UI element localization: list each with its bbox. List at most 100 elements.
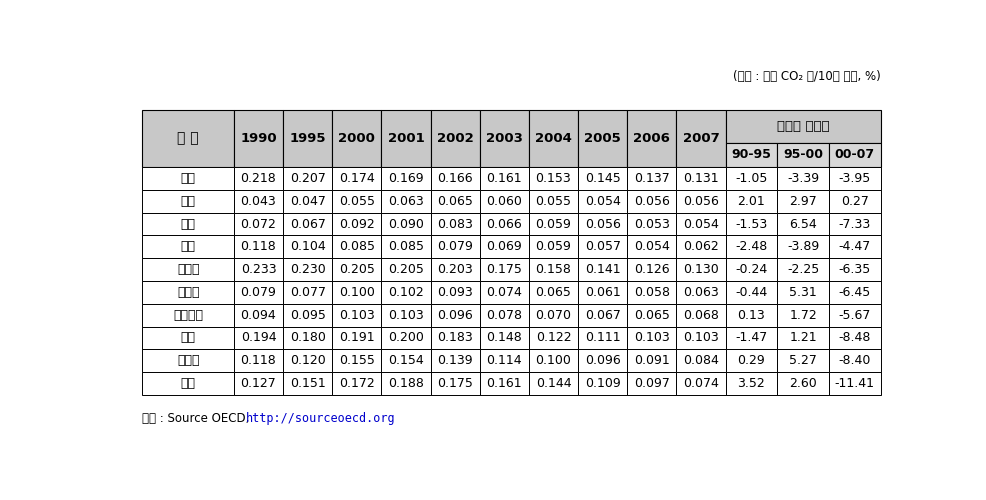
Bar [725, 143, 777, 167]
Text: 0.059: 0.059 [535, 240, 571, 254]
Text: 0.104: 0.104 [290, 240, 325, 254]
Bar [725, 372, 777, 395]
Text: 0.120: 0.120 [290, 354, 325, 368]
Bar [725, 304, 777, 326]
Text: 독일: 독일 [180, 218, 195, 230]
Bar [675, 236, 725, 258]
Text: 0.059: 0.059 [535, 218, 571, 230]
Bar [578, 212, 627, 236]
Bar [381, 326, 430, 349]
Bar [828, 143, 880, 167]
Text: 2003: 2003 [485, 132, 523, 145]
Bar [578, 304, 627, 326]
Text: 0.096: 0.096 [584, 354, 620, 368]
Bar [528, 167, 578, 190]
Text: 0.175: 0.175 [437, 377, 472, 390]
Bar [479, 212, 528, 236]
Bar [479, 167, 528, 190]
Bar [430, 326, 479, 349]
Text: 0.205: 0.205 [338, 263, 375, 276]
Text: 1.21: 1.21 [789, 332, 816, 344]
Text: 0.151: 0.151 [290, 377, 325, 390]
Text: 0.218: 0.218 [241, 172, 276, 185]
Text: 0.155: 0.155 [338, 354, 375, 368]
Bar [142, 304, 234, 326]
Text: -5.67: -5.67 [838, 308, 870, 322]
Bar [142, 110, 234, 167]
Bar [675, 212, 725, 236]
Text: 0.13: 0.13 [737, 308, 764, 322]
Bar [332, 167, 381, 190]
Bar [777, 326, 828, 349]
Text: 0.100: 0.100 [338, 286, 375, 299]
Bar [777, 143, 828, 167]
Bar [528, 350, 578, 372]
Text: 0.055: 0.055 [535, 194, 571, 207]
Bar [332, 281, 381, 304]
Bar [332, 236, 381, 258]
Text: 0.118: 0.118 [241, 354, 276, 368]
Text: 2001: 2001 [387, 132, 424, 145]
Bar [381, 281, 430, 304]
Bar [479, 372, 528, 395]
Text: 0.103: 0.103 [387, 308, 423, 322]
Text: 0.067: 0.067 [290, 218, 325, 230]
Text: 0.061: 0.061 [584, 286, 620, 299]
Bar [479, 304, 528, 326]
Text: 0.077: 0.077 [289, 286, 325, 299]
Text: -2.48: -2.48 [735, 240, 767, 254]
Text: 미국: 미국 [180, 172, 195, 185]
Bar [381, 304, 430, 326]
Bar [528, 372, 578, 395]
Bar [381, 190, 430, 212]
Text: 0.079: 0.079 [437, 240, 472, 254]
Bar [627, 281, 675, 304]
Bar [142, 258, 234, 281]
Text: 0.127: 0.127 [241, 377, 276, 390]
Text: 0.100: 0.100 [535, 354, 571, 368]
Bar [381, 350, 430, 372]
Bar [234, 350, 283, 372]
Bar [283, 110, 332, 167]
Text: 0.102: 0.102 [387, 286, 423, 299]
Text: 0.103: 0.103 [682, 332, 718, 344]
Text: 0.27: 0.27 [840, 194, 868, 207]
Bar [332, 326, 381, 349]
Text: 0.065: 0.065 [535, 286, 571, 299]
Bar [675, 258, 725, 281]
Text: 0.200: 0.200 [387, 332, 424, 344]
Bar [381, 212, 430, 236]
Text: 2004: 2004 [534, 132, 571, 145]
Bar [142, 212, 234, 236]
Text: 0.053: 0.053 [633, 218, 669, 230]
Text: 0.111: 0.111 [585, 332, 620, 344]
Text: 2007: 2007 [682, 132, 719, 145]
Text: 0.066: 0.066 [486, 218, 522, 230]
Bar [627, 212, 675, 236]
Bar [828, 304, 880, 326]
Text: 3.52: 3.52 [737, 377, 764, 390]
Bar [675, 281, 725, 304]
Text: -3.39: -3.39 [786, 172, 818, 185]
Bar [578, 372, 627, 395]
Text: -1.53: -1.53 [735, 218, 767, 230]
Text: 0.191: 0.191 [338, 332, 375, 344]
Bar [430, 190, 479, 212]
Bar [142, 326, 234, 349]
Bar [828, 258, 880, 281]
Text: 0.078: 0.078 [486, 308, 522, 322]
Bar [627, 350, 675, 372]
Bar [283, 190, 332, 212]
Text: -4.47: -4.47 [838, 240, 870, 254]
Text: 0.183: 0.183 [437, 332, 472, 344]
Bar [479, 190, 528, 212]
Text: 2.97: 2.97 [789, 194, 816, 207]
Text: 0.047: 0.047 [290, 194, 325, 207]
Text: 0.063: 0.063 [387, 194, 423, 207]
Bar [828, 372, 880, 395]
Text: 0.103: 0.103 [338, 308, 375, 322]
Bar [283, 372, 332, 395]
Bar [430, 236, 479, 258]
Text: 0.054: 0.054 [682, 218, 718, 230]
Text: 0.145: 0.145 [584, 172, 620, 185]
